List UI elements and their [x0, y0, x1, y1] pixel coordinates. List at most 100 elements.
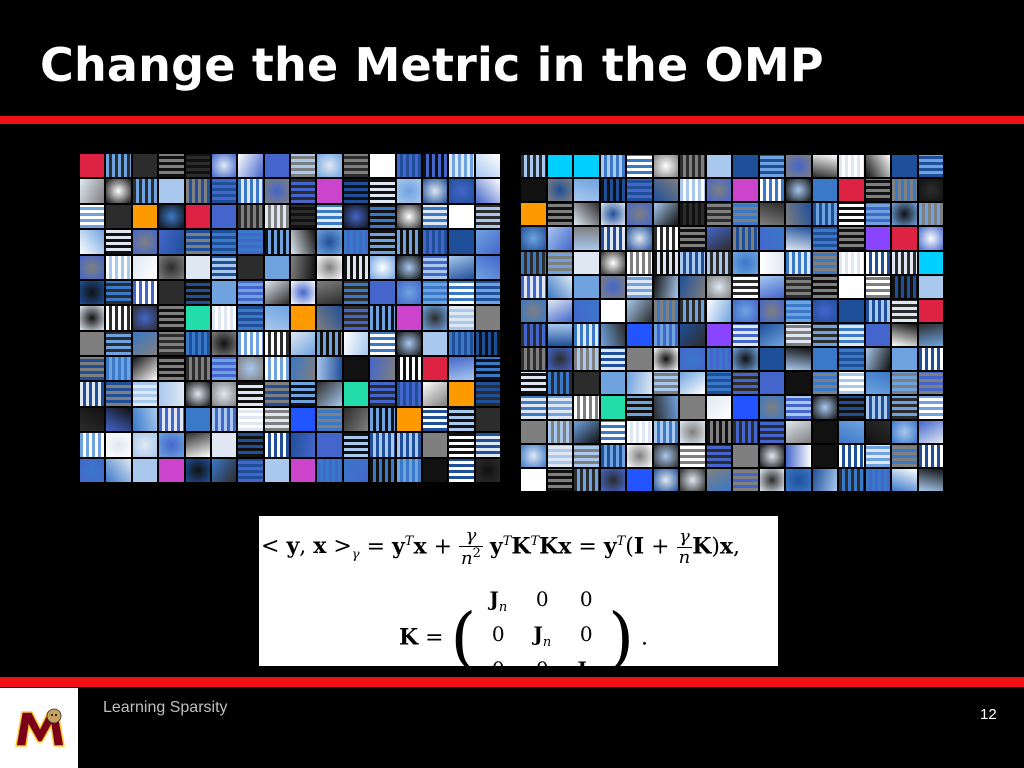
dictionary-atom [291, 382, 316, 406]
dictionary-atom [865, 227, 890, 250]
dictionary-atom [396, 204, 421, 229]
dictionary-atom [185, 306, 210, 330]
dictionary-atoms-right [521, 155, 943, 491]
dictionary-atom [759, 323, 784, 347]
dictionary-atom [106, 458, 131, 482]
dictionary-atom [264, 407, 289, 432]
dictionary-atom [653, 299, 678, 322]
dictionary-atom [918, 179, 943, 202]
dictionary-atom [521, 227, 546, 250]
dictionary-atom [574, 227, 599, 250]
dictionary-atom [706, 372, 731, 395]
dictionary-atom [574, 275, 599, 298]
dictionary-atom [211, 179, 237, 203]
dictionary-atom [396, 331, 421, 356]
dictionary-atom [627, 323, 652, 347]
dictionary-atom [343, 331, 369, 356]
dictionary-atom [211, 204, 237, 229]
dictionary-atom [706, 444, 731, 467]
dictionary-atom [106, 407, 131, 432]
dictionary-atom [574, 468, 599, 491]
dictionary-atom [759, 444, 784, 467]
dictionary-atom [574, 251, 599, 274]
dictionary-atom [238, 255, 263, 279]
dictionary-atom [106, 154, 131, 178]
dictionary-atom [865, 420, 890, 443]
dictionary-atom [812, 275, 837, 298]
dictionary-atom [759, 420, 784, 443]
dictionary-atom [185, 255, 210, 279]
dictionary-atom [475, 306, 500, 330]
dictionary-atom [396, 306, 421, 330]
dictionary-atom [291, 331, 316, 356]
dictionary-atom [211, 230, 237, 254]
dictionary-atom [238, 382, 263, 406]
dictionary-atom [396, 407, 421, 432]
dictionary-atom [159, 407, 184, 432]
dictionary-atom [238, 280, 263, 305]
dictionary-atom [759, 227, 784, 250]
dictionary-atom [653, 179, 678, 202]
dictionary-atom [159, 280, 184, 305]
dictionary-atom [733, 372, 758, 395]
dictionary-atom [839, 275, 864, 298]
dictionary-atom [211, 407, 237, 432]
dictionary-atom [370, 407, 395, 432]
dictionary-atom [106, 357, 131, 381]
dictionary-atom [80, 407, 105, 432]
dictionary-atom [264, 179, 289, 203]
dictionary-atom [574, 420, 599, 443]
dictionary-atom [475, 433, 500, 457]
dictionary-atom [521, 275, 546, 298]
university-m-logo-icon [15, 708, 65, 747]
dictionary-atom [475, 204, 500, 229]
dictionary-atom [449, 357, 474, 381]
dictionary-atom [159, 357, 184, 381]
dictionary-atom [185, 179, 210, 203]
dictionary-atom [291, 306, 316, 330]
dictionary-atom [812, 372, 837, 395]
dictionary-atom [370, 382, 395, 406]
dictionary-atom [185, 154, 210, 178]
dictionary-atom [343, 433, 369, 457]
slide-title: Change the Metric in the OMP [40, 38, 824, 92]
dictionary-atom [449, 331, 474, 356]
dictionary-atom [317, 458, 342, 482]
dictionary-atom [786, 299, 811, 322]
dictionary-atom [680, 203, 705, 226]
dictionary-atom [680, 348, 705, 371]
dictionary-atom [317, 331, 342, 356]
dictionary-atom [291, 280, 316, 305]
dictionary-atom [317, 179, 342, 203]
dictionary-atom [343, 458, 369, 482]
dictionary-atom [291, 357, 316, 381]
dictionary-atom [653, 372, 678, 395]
dictionary-atom [918, 468, 943, 491]
dictionary-atom [574, 372, 599, 395]
dictionary-atom [627, 396, 652, 419]
dictionary-atom [343, 230, 369, 254]
dictionary-atom [422, 204, 448, 229]
dictionary-atom [653, 323, 678, 347]
dictionary-atom [132, 382, 158, 406]
dictionary-atom [521, 179, 546, 202]
dictionary-atom [80, 458, 105, 482]
dictionary-atom [706, 396, 731, 419]
dictionary-atom [211, 382, 237, 406]
dictionary-atom [574, 396, 599, 419]
dictionary-atom [132, 458, 158, 482]
dictionary-atom [892, 179, 917, 202]
dictionary-atom [449, 154, 474, 178]
dictionary-atom [396, 357, 421, 381]
dictionary-atom [812, 155, 837, 178]
dictionary-atom [759, 275, 784, 298]
dictionary-atom [80, 306, 105, 330]
dictionary-atom [80, 357, 105, 381]
dictionary-atom [264, 280, 289, 305]
dictionary-atom [521, 372, 546, 395]
dictionary-atom [812, 299, 837, 322]
dictionary-atom [185, 407, 210, 432]
dictionary-atom [132, 179, 158, 203]
dictionary-atom [812, 227, 837, 250]
